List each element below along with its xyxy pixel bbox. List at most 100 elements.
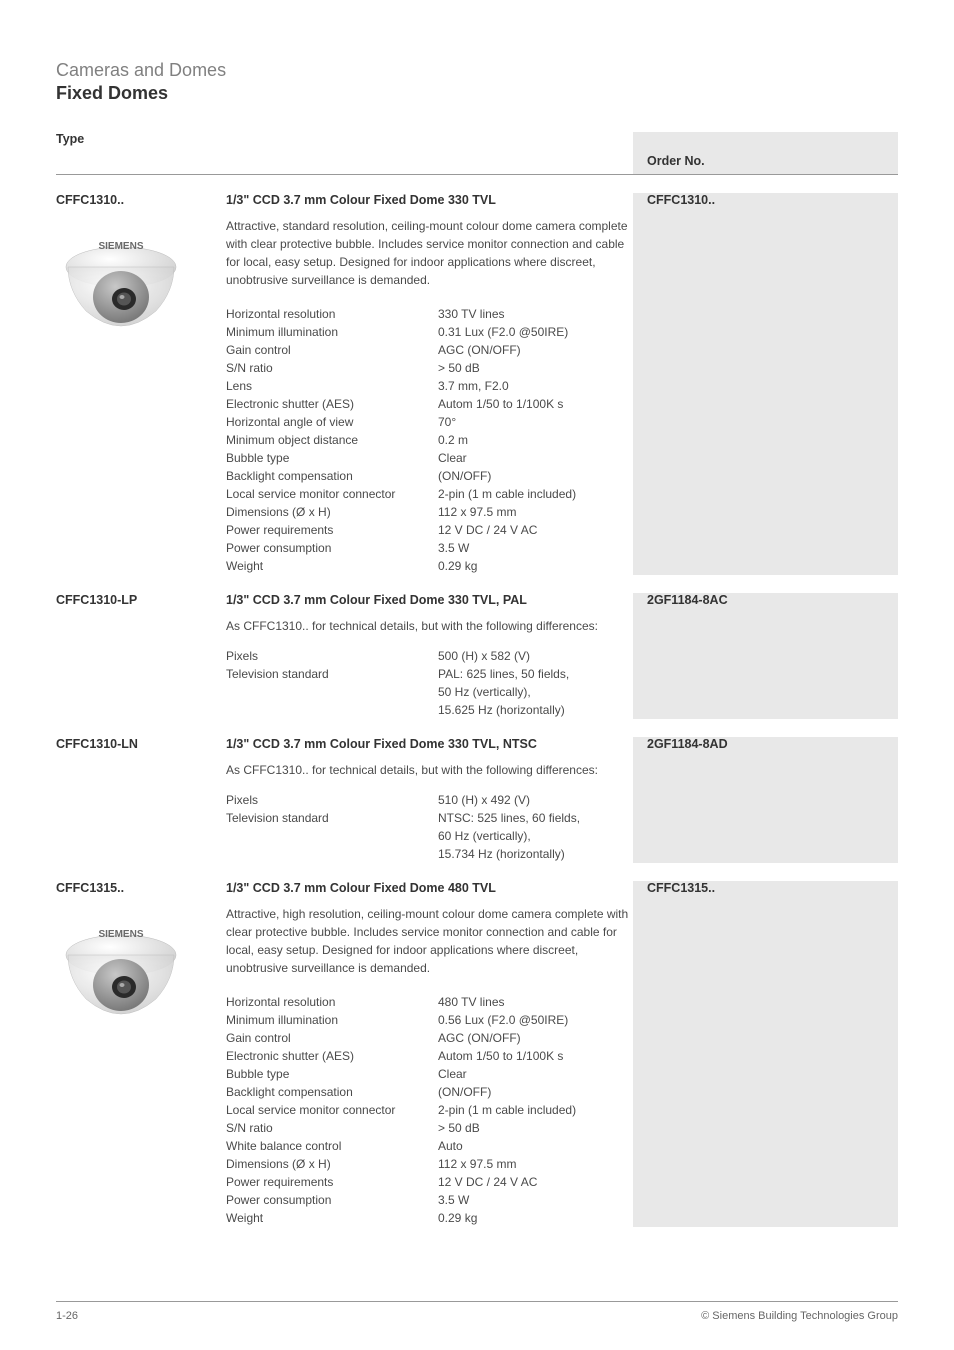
spec-value: AGC (ON/OFF) — [438, 1029, 633, 1047]
product-type-label: CFFC1310-LN — [56, 737, 226, 751]
spec-row: Gain controlAGC (ON/OFF) — [226, 341, 633, 359]
product-type-label: CFFC1310.. — [56, 193, 226, 207]
spec-label: Pixels — [226, 791, 438, 809]
header-subtitle: Fixed Domes — [56, 83, 898, 104]
product-image: SIEMENS — [56, 219, 186, 349]
product-order-cell: CFFC1310.. — [633, 193, 898, 575]
spec-row: Local service monitor connector2-pin (1 … — [226, 1101, 633, 1119]
spec-value: 0.29 kg — [438, 1209, 633, 1227]
spec-value: Auto — [438, 1137, 633, 1155]
product-diff-note: As CFFC1310.. for technical details, but… — [226, 761, 633, 779]
spec-row: Backlight compensation(ON/OFF) — [226, 1083, 633, 1101]
product-order-cell: CFFC1315.. — [633, 881, 898, 1227]
order-number: CFFC1310.. — [647, 193, 898, 207]
spec-label: Television standard — [226, 809, 438, 863]
spec-row: Minimum illumination0.56 Lux (F2.0 @50IR… — [226, 1011, 633, 1029]
spec-value: 330 TV lines — [438, 305, 633, 323]
spec-label: Minimum illumination — [226, 323, 438, 341]
order-number: CFFC1315.. — [647, 881, 898, 895]
spec-value: 3.5 W — [438, 1191, 633, 1209]
spec-value: NTSC: 525 lines, 60 fields, 60 Hz (verti… — [438, 809, 633, 863]
spec-label: Local service monitor connector — [226, 485, 438, 503]
spec-value: 12 V DC / 24 V AC — [438, 521, 633, 539]
product-description: Attractive, standard resolution, ceiling… — [226, 217, 633, 289]
dome-camera-icon: SIEMENS — [56, 907, 186, 1037]
spec-row: Minimum illumination0.31 Lux (F2.0 @50IR… — [226, 323, 633, 341]
column-header-desc — [226, 132, 633, 174]
spec-label: Weight — [226, 1209, 438, 1227]
spec-label: Bubble type — [226, 1065, 438, 1083]
spec-value: 0.29 kg — [438, 557, 633, 575]
spec-row: Horizontal resolution330 TV lines — [226, 305, 633, 323]
spec-row: Power requirements12 V DC / 24 V AC — [226, 1173, 633, 1191]
product-desc-cell: 1/3" CCD 3.7 mm Colour Fixed Dome 480 TV… — [226, 881, 633, 1227]
spec-value: 112 x 97.5 mm — [438, 503, 633, 521]
spec-value: 12 V DC / 24 V AC — [438, 1173, 633, 1191]
header-title: Cameras and Domes — [56, 60, 898, 81]
product-type-label: CFFC1315.. — [56, 881, 226, 895]
product-type-cell: CFFC1315.. SIEMENS — [56, 881, 226, 1227]
spec-label: S/N ratio — [226, 359, 438, 377]
spec-value: 112 x 97.5 mm — [438, 1155, 633, 1173]
spec-label: Power consumption — [226, 1191, 438, 1209]
product-order-cell: 2GF1184-8AD — [633, 737, 898, 863]
spec-row: Horizontal resolution480 TV lines — [226, 993, 633, 1011]
spec-value: > 50 dB — [438, 1119, 633, 1137]
spec-value: 0.2 m — [438, 431, 633, 449]
product-desc-cell: 1/3" CCD 3.7 mm Colour Fixed Dome 330 TV… — [226, 593, 633, 719]
product-order-cell: 2GF1184-8AC — [633, 593, 898, 719]
product-diff-note: As CFFC1310.. for technical details, but… — [226, 617, 633, 635]
spec-label: Power consumption — [226, 539, 438, 557]
spec-row: Bubble typeClear — [226, 449, 633, 467]
spec-label: Gain control — [226, 341, 438, 359]
spec-value: Clear — [438, 1065, 633, 1083]
product-title: 1/3" CCD 3.7 mm Colour Fixed Dome 480 TV… — [226, 881, 633, 895]
product-title: 1/3" CCD 3.7 mm Colour Fixed Dome 330 TV… — [226, 737, 633, 751]
spec-row: S/N ratio> 50 dB — [226, 359, 633, 377]
product-block: CFFC1310.. SIEMENS 1/3" CCD 3.7 mm Colou… — [56, 193, 898, 575]
product-type-cell: CFFC1310-LP — [56, 593, 226, 719]
product-title: 1/3" CCD 3.7 mm Colour Fixed Dome 330 TV… — [226, 593, 633, 607]
spec-label: Horizontal resolution — [226, 305, 438, 323]
footer-page-number: 1-26 — [56, 1310, 78, 1322]
footer-copyright: © Siemens Building Technologies Group — [701, 1310, 898, 1322]
spec-row: Electronic shutter (AES)Autom 1/50 to 1/… — [226, 1047, 633, 1065]
spec-value: (ON/OFF) — [438, 1083, 633, 1101]
spec-row: Dimensions (Ø x H)112 x 97.5 mm — [226, 503, 633, 521]
product-desc-cell: 1/3" CCD 3.7 mm Colour Fixed Dome 330 TV… — [226, 737, 633, 863]
spec-row: Gain controlAGC (ON/OFF) — [226, 1029, 633, 1047]
dome-camera-icon: SIEMENS — [56, 219, 186, 349]
spec-label: Minimum object distance — [226, 431, 438, 449]
spec-label: Weight — [226, 557, 438, 575]
spec-label: Television standard — [226, 665, 438, 719]
spec-row: Bubble typeClear — [226, 1065, 633, 1083]
spec-row: Pixels500 (H) x 582 (V) — [226, 647, 633, 665]
spec-label: Local service monitor connector — [226, 1101, 438, 1119]
spec-row: Dimensions (Ø x H)112 x 97.5 mm — [226, 1155, 633, 1173]
column-header-type: Type — [56, 132, 226, 174]
spec-value: 3.7 mm, F2.0 — [438, 377, 633, 395]
spec-label: White balance control — [226, 1137, 438, 1155]
spec-label: Power requirements — [226, 1173, 438, 1191]
spec-label: Electronic shutter (AES) — [226, 395, 438, 413]
spec-value: 510 (H) x 492 (V) — [438, 791, 633, 809]
product-type-cell: CFFC1310-LN — [56, 737, 226, 863]
spec-value: 480 TV lines — [438, 993, 633, 1011]
page-header: Cameras and Domes Fixed Domes — [56, 60, 898, 104]
spec-value: > 50 dB — [438, 359, 633, 377]
spec-label: Gain control — [226, 1029, 438, 1047]
products-container: CFFC1310.. SIEMENS 1/3" CCD 3.7 mm Colou… — [56, 193, 898, 1227]
product-type-label: CFFC1310-LP — [56, 593, 226, 607]
product-type-cell: CFFC1310.. SIEMENS — [56, 193, 226, 575]
spec-value: Autom 1/50 to 1/100K s — [438, 1047, 633, 1065]
spec-row: Electronic shutter (AES)Autom 1/50 to 1/… — [226, 395, 633, 413]
svg-text:SIEMENS: SIEMENS — [98, 929, 143, 940]
product-desc-cell: 1/3" CCD 3.7 mm Colour Fixed Dome 330 TV… — [226, 193, 633, 575]
spec-label: Power requirements — [226, 521, 438, 539]
spec-label: Horizontal angle of view — [226, 413, 438, 431]
spec-label: Minimum illumination — [226, 1011, 438, 1029]
spec-row: Lens3.7 mm, F2.0 — [226, 377, 633, 395]
spec-row: Weight0.29 kg — [226, 557, 633, 575]
spec-row: Television standardNTSC: 525 lines, 60 f… — [226, 809, 633, 863]
product-description: Attractive, high resolution, ceiling-mou… — [226, 905, 633, 977]
